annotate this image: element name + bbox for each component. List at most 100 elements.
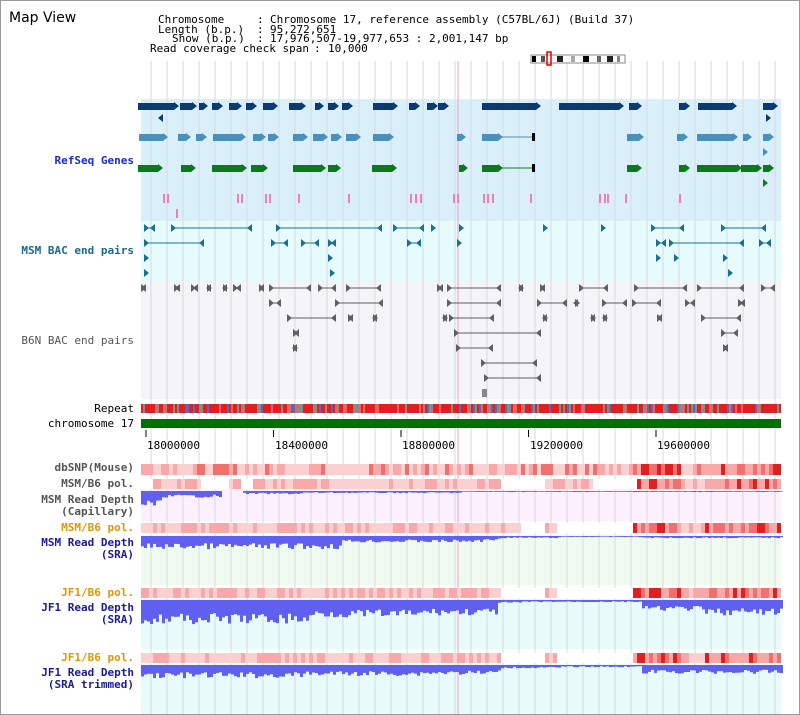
track-label-jf1-b6-pol[interactable]: JF1/B6 pol. [61,586,134,599]
gene-feature [328,165,336,172]
depth-bar [267,600,270,622]
repeat-block [541,404,543,413]
track-label-msm-bac[interactable]: MSM BAC end pairs [21,244,134,257]
heat-cell [337,479,341,489]
depth-bar [552,665,555,668]
bac-end [271,239,276,247]
depth-bar [294,600,297,617]
heat-cell [349,523,353,533]
heat-cell [717,588,721,598]
depth-bar [429,600,432,614]
heat-cell [361,479,365,489]
track-label-refseq[interactable]: RefSeq Genes [54,154,134,167]
snp-mark [487,194,489,203]
heat-cell [161,479,165,489]
depth-bar [732,536,735,539]
track-label-msm-depth-sra[interactable]: MSM Read Depth [41,536,134,549]
depth-bar [600,491,603,492]
gene-feature [627,134,639,141]
heat-cell [581,653,585,663]
heat-cell [721,653,725,663]
heat-cell [593,479,597,489]
heat-cell [269,479,273,489]
depth-bar [405,536,408,541]
heat-cell [561,588,565,598]
track-label-jf1-depth-trimmed[interactable]: JF1 Read Depth [41,666,134,679]
depth-bar [579,665,582,667]
depth-bar [567,665,570,667]
heat-cell [213,464,217,475]
heat-cell [337,653,341,663]
depth-bar [663,491,666,492]
heat-cell [605,523,609,533]
depth-bar [666,665,669,672]
heat-cell [417,464,421,475]
heat-cell [309,588,313,598]
depth-bar [531,665,534,668]
heat-cell [329,523,333,533]
depth-bar [171,491,174,497]
heat-cell [465,588,469,598]
heat-cell [533,588,537,598]
heat-cell [449,523,453,533]
heat-cell [537,464,541,475]
track-label-msm-b6-pol[interactable]: MSM/B6 pol. [61,477,134,490]
heat-cell [509,479,513,489]
heat-cell [425,464,429,475]
repeat-block [261,404,263,413]
depth-bar [708,536,711,539]
depth-bar [618,491,621,492]
heat-cell [409,464,413,475]
track-label-dbsnp[interactable]: dbSNP(Mouse) [54,461,134,474]
track-label-msm-depth-capillary[interactable]: MSM Read Depth [41,493,134,506]
repeat-block [151,404,153,413]
depth-bar [195,665,198,675]
depth-bar [468,536,471,541]
depth-bar [591,665,594,667]
heat-cell [341,479,345,489]
track-label-jf1-depth-sra[interactable]: JF1 Read Depth [41,601,134,614]
depth-bar [309,491,312,493]
heat-cell [709,653,713,663]
track-label-jf1-b6-pol-2[interactable]: JF1/B6 pol. [61,651,134,664]
bac-end [723,344,728,352]
heat-cell [729,653,733,663]
depth-bar [774,491,777,492]
repeat-block [577,404,579,413]
heat-cell [537,479,541,489]
heat-cell [293,464,297,475]
depth-bar [570,491,573,492]
depth-bar [741,536,744,538]
depth-bar [696,600,699,607]
depth-bar [420,600,423,613]
track-label-msm-b6-pol-2[interactable]: MSM/B6 pol. [61,521,134,534]
heat-cell [589,588,593,598]
depth-bar [588,536,591,537]
heat-cell [717,464,721,475]
heat-cell [429,479,433,489]
bac-end [283,239,288,247]
heat-cell [209,588,213,598]
depth-bar [327,600,330,617]
depth-bar [576,600,579,602]
heat-cell [517,653,521,663]
depth-bar [540,536,543,538]
track-label-b6n-bac[interactable]: B6N BAC end pairs [21,334,134,347]
depth-bar [705,491,708,492]
track-label-msm-depth-sra-sub: (SRA) [100,548,134,561]
depth-bar [663,665,666,671]
heat-cell [373,653,377,663]
bac-end [489,314,494,322]
snp-mark [679,194,681,203]
repeat-block [467,404,469,413]
depth-bar [432,536,435,541]
depth-bar [606,600,609,603]
heat-cell [729,479,733,489]
heat-cell [489,588,493,598]
heat-cell [257,479,261,489]
bac-end [314,239,319,247]
track-label-repeat: Repeat [94,402,134,415]
heat-cell [189,479,193,489]
heat-cell [673,653,677,663]
